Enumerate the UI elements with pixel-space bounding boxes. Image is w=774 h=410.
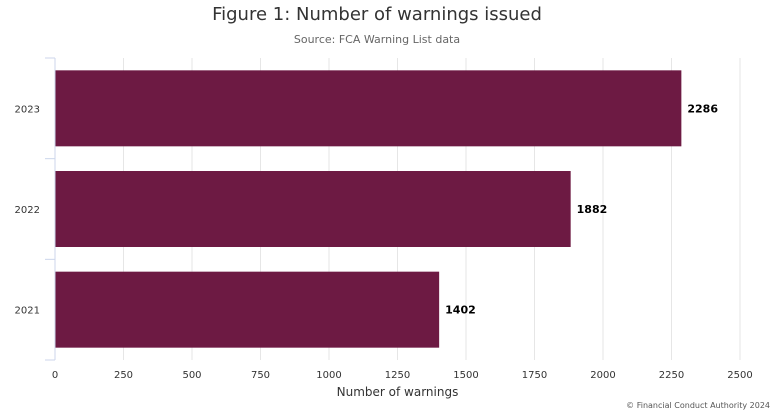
bar-2023 — [55, 70, 682, 147]
bars — [55, 70, 682, 348]
data-label: 1882 — [577, 203, 608, 216]
chart-title: Figure 1: Number of warnings issued — [212, 4, 542, 25]
x-tick-label: 1750 — [522, 370, 547, 381]
bar-2022 — [55, 171, 571, 247]
x-tick-label: 1000 — [316, 370, 341, 381]
x-axis-title: Number of warnings — [336, 385, 459, 399]
x-tick-label: 500 — [182, 370, 201, 381]
x-tick-label: 2000 — [590, 370, 615, 381]
bar-2021 — [55, 271, 440, 348]
x-tick-label: 1250 — [385, 370, 410, 381]
x-tick-label: 0 — [52, 370, 58, 381]
x-tick-label: 2500 — [727, 370, 752, 381]
x-tick-label: 250 — [114, 370, 133, 381]
data-label: 2286 — [687, 102, 718, 115]
credit-text: © Financial Conduct Authority 2024 — [626, 401, 770, 410]
chart-subtitle: Source: FCA Warning List data — [293, 33, 461, 46]
labels: 0 250 500 750 1000 1250 1500 1750 2000 2250 2500 20… — [15, 102, 753, 381]
data-label: 1402 — [445, 304, 476, 317]
axes — [45, 57, 56, 361]
x-tick-label: 1500 — [453, 370, 478, 381]
x-tick-label: 750 — [251, 370, 270, 381]
y-category-label: 2023 — [15, 104, 40, 115]
y-category-label: 2022 — [15, 205, 40, 216]
x-tick-label: 2250 — [659, 370, 684, 381]
y-category-label: 2021 — [15, 306, 40, 317]
